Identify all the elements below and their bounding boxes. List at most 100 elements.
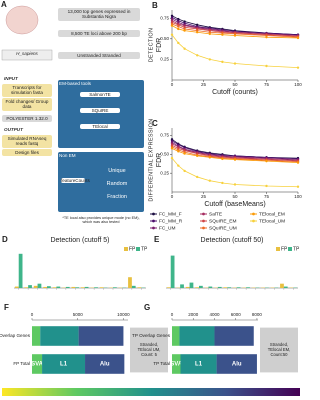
y-tick-label: 0.75 bbox=[160, 15, 169, 20]
legend-key bbox=[202, 219, 205, 223]
point bbox=[183, 24, 186, 27]
bar-segment bbox=[42, 354, 86, 374]
bar bbox=[227, 287, 232, 288]
point bbox=[208, 32, 211, 36]
point bbox=[170, 16, 174, 19]
point bbox=[233, 62, 237, 65]
point bbox=[221, 181, 224, 185]
point bbox=[183, 26, 186, 29]
panel-label: E bbox=[154, 235, 160, 244]
bar bbox=[47, 286, 51, 288]
point bbox=[208, 58, 211, 61]
legend-key bbox=[202, 212, 205, 216]
bar bbox=[28, 285, 32, 288]
bar-segment bbox=[32, 354, 43, 374]
bar bbox=[128, 277, 132, 288]
genes-box: 13,000 top genes expressed in Substantia… bbox=[58, 8, 140, 21]
legend-key bbox=[252, 219, 255, 223]
point bbox=[296, 161, 300, 164]
point bbox=[296, 36, 300, 40]
bar bbox=[131, 285, 136, 288]
simulator-box: POLYESTER 1.32.0 bbox=[2, 115, 52, 123]
point bbox=[183, 169, 186, 173]
x-tick-label: 25 bbox=[201, 194, 207, 199]
point bbox=[177, 23, 180, 27]
legend-label: TP bbox=[141, 246, 148, 252]
chart-title: Detection (cutoff 50) bbox=[201, 237, 264, 244]
point bbox=[170, 14, 174, 17]
bar bbox=[71, 286, 76, 288]
legend-label: SalTE bbox=[209, 211, 222, 217]
point bbox=[208, 156, 211, 159]
panel-label: A bbox=[1, 0, 7, 9]
bar bbox=[33, 285, 38, 288]
brain-icon bbox=[5, 5, 39, 35]
series-line bbox=[171, 157, 299, 188]
x-tick-label: 50 bbox=[232, 194, 238, 199]
point bbox=[170, 17, 174, 21]
point bbox=[177, 41, 180, 45]
point bbox=[196, 29, 199, 32]
point bbox=[183, 27, 186, 31]
panel-label: C bbox=[152, 119, 158, 128]
bar-segment bbox=[180, 354, 217, 374]
point bbox=[183, 152, 186, 155]
x-tick-label: 100 bbox=[294, 82, 302, 87]
tool: featureCounts bbox=[61, 178, 90, 184]
bar bbox=[185, 286, 190, 288]
legend-label: TP bbox=[293, 246, 300, 252]
mode: Fraction bbox=[107, 194, 127, 200]
y-tick-label: FP Overlap Genes bbox=[0, 333, 31, 338]
x-tick-label: 5000 bbox=[73, 312, 84, 317]
bar bbox=[236, 287, 241, 288]
point bbox=[208, 179, 211, 182]
panel-label: G bbox=[144, 303, 150, 312]
bar bbox=[113, 287, 117, 288]
point bbox=[233, 183, 237, 186]
bar bbox=[170, 255, 175, 288]
y-tick-label: 0.50 bbox=[160, 152, 169, 157]
chart-title: Detection (cutoff 5) bbox=[50, 237, 109, 244]
point bbox=[170, 147, 174, 150]
x-tick-label: 8000 bbox=[252, 312, 263, 317]
panel-label: B bbox=[152, 1, 158, 10]
bar bbox=[223, 287, 228, 288]
mode: Random bbox=[106, 181, 128, 187]
bar bbox=[37, 283, 42, 288]
point bbox=[183, 29, 186, 32]
point bbox=[170, 19, 174, 22]
em-title: EM-based tools bbox=[59, 81, 91, 86]
point bbox=[208, 31, 211, 34]
x-tick-label: 75 bbox=[264, 82, 270, 87]
legend-key bbox=[152, 219, 155, 223]
legend-label: FC_MM_R bbox=[159, 218, 183, 224]
legend-key bbox=[276, 247, 280, 251]
panel-label: F bbox=[4, 303, 9, 312]
bar bbox=[189, 282, 194, 288]
tool: SalmonTE bbox=[80, 92, 120, 98]
bar bbox=[166, 287, 171, 288]
bar bbox=[56, 286, 61, 288]
point bbox=[177, 150, 180, 153]
color-strip bbox=[2, 388, 300, 396]
legend-label: FC_UM bbox=[159, 225, 176, 231]
point bbox=[196, 154, 199, 158]
input-box: Transcripts for simulation fasta bbox=[2, 84, 52, 97]
y-tick-label: 0.75 bbox=[160, 133, 169, 138]
y-tick-label: TP Overlap Genes bbox=[132, 333, 171, 338]
legend-label: FP bbox=[129, 246, 136, 252]
section-label: DIFFERENTIAL EXPRESSION bbox=[148, 118, 154, 201]
legend-key bbox=[152, 226, 155, 230]
point bbox=[221, 157, 224, 161]
strand-box: Unstranded Stranded bbox=[58, 52, 140, 60]
point bbox=[221, 33, 224, 36]
bar-segment bbox=[216, 354, 257, 374]
bar bbox=[84, 286, 89, 288]
point bbox=[196, 23, 199, 27]
bar-segment bbox=[40, 326, 79, 346]
input-title: INPUT bbox=[4, 76, 18, 81]
legend-key bbox=[288, 247, 292, 251]
point bbox=[177, 21, 180, 24]
bar-segment bbox=[85, 354, 125, 374]
